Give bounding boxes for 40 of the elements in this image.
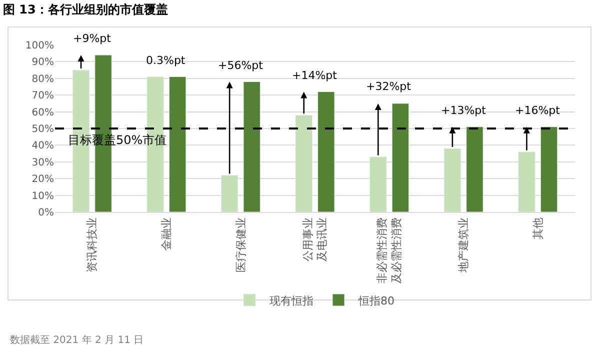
annotation: 0.3%pt: [146, 54, 186, 67]
y-tick-label: 100%: [25, 40, 54, 52]
x-tick-label: 其他: [531, 217, 544, 240]
x-tick-label: 资讯科技业: [86, 217, 99, 272]
bar: [370, 156, 387, 212]
x-tick-label: 医疗保健业: [234, 217, 248, 272]
annotation: +9%pt: [73, 32, 112, 45]
y-tick-label: 60%: [32, 107, 54, 118]
bar: [540, 126, 558, 212]
y-tick-label: 70%: [32, 90, 54, 102]
bar: [518, 152, 536, 212]
y-tick-label: 50%: [32, 124, 54, 135]
bar: [220, 175, 238, 212]
y-tick-label: 30%: [32, 157, 54, 168]
y-tick-label: 40%: [32, 140, 54, 152]
y-tick-label: 90%: [32, 57, 54, 68]
text: 数据截至 2021 年 2 月 11 日: [10, 334, 144, 346]
legend-label: 恒指80: [358, 294, 394, 308]
annotation: +16%pt: [515, 104, 561, 117]
annotation: +13%pt: [441, 104, 487, 117]
bar: [318, 92, 335, 212]
y-tick-label: 80%: [32, 74, 54, 85]
annotation: +32%pt: [366, 80, 412, 93]
annotation: +56%pt: [218, 59, 264, 72]
bar: [295, 114, 312, 212]
bar: [168, 76, 186, 212]
y-tick-label: 0%: [38, 208, 54, 218]
chart-title: 图 13：各行业组别的市值覆盖: [3, 2, 168, 17]
x-tick-label: 金融业: [160, 217, 174, 250]
bar: [243, 81, 260, 212]
x-tick-label: 地产建筑业: [457, 217, 470, 274]
bar: [392, 103, 410, 212]
bar: [444, 148, 462, 212]
x-tick-label: 公用事业及电讯业: [301, 217, 329, 262]
y-tick-label: 20%: [32, 174, 54, 186]
bar: [466, 126, 484, 212]
x-tick-label: 非必需性消费及必需性消费: [376, 217, 404, 284]
annotation: +14%pt: [292, 69, 338, 82]
y-tick-label: 10%: [32, 190, 54, 202]
legend-label: 现有恒指: [270, 294, 314, 308]
